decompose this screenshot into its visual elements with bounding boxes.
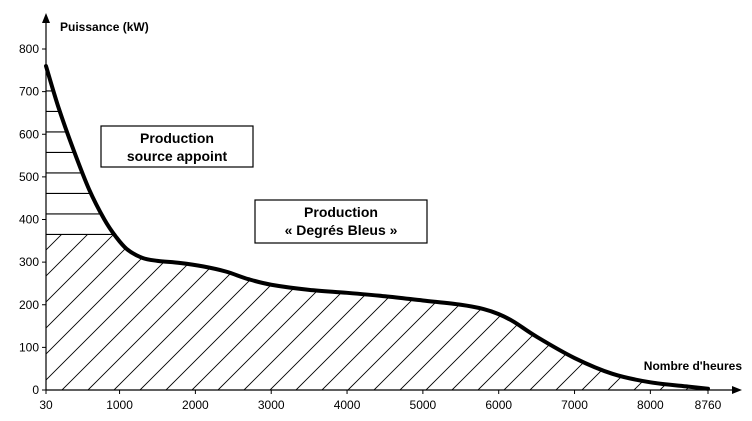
y-tick-label: 300: [19, 255, 39, 269]
annotation-appoint-line2: source appoint: [127, 148, 228, 164]
hatch-line: [529, 66, 708, 391]
y-axis-title: Puissance (kW): [60, 20, 149, 34]
x-tick-label: 30: [39, 398, 53, 412]
hatch-line: [46, 66, 271, 391]
hatch-line: [295, 66, 687, 391]
hatch-line: [555, 66, 708, 391]
hatch-line: [113, 66, 505, 391]
hatch-line: [373, 66, 708, 391]
hatch-line: [712, 0, 752, 390]
x-tick-label: 1000: [106, 398, 133, 412]
hatch-line: [191, 66, 583, 391]
hatch-line: [46, 66, 427, 391]
y-tick-label: 800: [19, 42, 39, 56]
y-tick-label: 500: [19, 170, 39, 184]
hatch-line: [87, 66, 479, 391]
hatch-line: [607, 66, 708, 391]
hatch-line: [425, 66, 708, 391]
hatch-line: [477, 66, 708, 391]
hatch-line: [217, 66, 609, 391]
hatch-line: [685, 66, 708, 391]
hatch-line: [61, 66, 453, 391]
hatch-line: [321, 66, 708, 391]
annotation-appoint-line1: Production: [140, 130, 214, 146]
y-tick-label: 700: [19, 85, 39, 99]
x-tick-label: 3000: [258, 398, 285, 412]
x-tick-label: 4000: [334, 398, 361, 412]
hatch-line: [46, 66, 193, 391]
hatch-degres-bleus: [0, 0, 752, 391]
annotation-box-degres: [254, 199, 428, 244]
hatch-line: [46, 66, 245, 391]
series-curve: [44, 64, 710, 391]
hatch-line: [581, 66, 708, 391]
annotation-degres-line1: Production: [304, 204, 378, 220]
hatch-line: [269, 66, 661, 391]
annotation-degres-bleus: Production « Degrés Bleus »: [254, 199, 428, 244]
y-axis-arrow: [42, 13, 50, 23]
hatch-line: [659, 66, 708, 391]
x-axis-arrow: [732, 386, 742, 394]
annotation-degres-line2: « Degrés Bleus »: [285, 222, 398, 238]
hatch-line: [243, 66, 635, 391]
x-tick-label: 7000: [561, 398, 588, 412]
hatch-line: [738, 0, 752, 390]
annotation-box-appoint: [100, 125, 254, 168]
y-tick-label: 0: [32, 383, 39, 397]
hatch-line: [633, 66, 708, 391]
hatch-line: [451, 66, 708, 391]
x-tick-label: 8000: [637, 398, 664, 412]
x-tick-label: 5000: [410, 398, 437, 412]
y-tick-label: 400: [19, 213, 39, 227]
x-tick-label: 2000: [182, 398, 209, 412]
y-tick-label: 200: [19, 298, 39, 312]
y-tick-label: 600: [19, 127, 39, 141]
x-ticks: 30 1000 2000 3000 4000 5000 6000 7000 8000 8760: [39, 390, 722, 412]
hatch-line: [139, 66, 531, 391]
hatch-line: [46, 66, 297, 391]
x-tick-label: 8760: [695, 398, 722, 412]
y-tick-label: 100: [19, 340, 39, 354]
y-ticks: 0 100 200 300 400 500 600 700 800: [19, 42, 46, 397]
annotation-source-appoint: Production source appoint: [100, 125, 254, 168]
hatch-line: [165, 66, 557, 391]
x-tick-label: 6000: [485, 398, 512, 412]
hatch-line: [0, 0, 36, 390]
x-axis-title: Nombre d'heures: [644, 359, 743, 373]
hatch-line: [46, 66, 219, 391]
hatch-line: [347, 66, 708, 391]
hatch-line: [503, 66, 708, 391]
hatch-line: [399, 66, 708, 391]
